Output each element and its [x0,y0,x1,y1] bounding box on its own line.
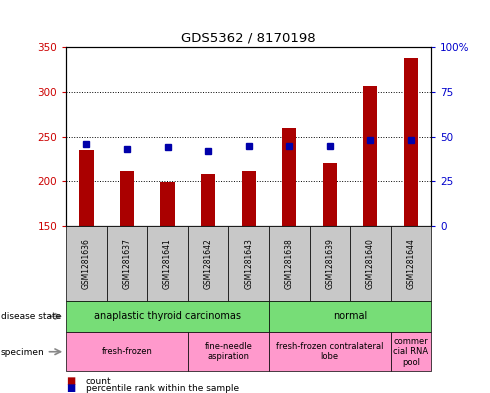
Text: GSM1281637: GSM1281637 [122,238,131,289]
Text: normal: normal [333,311,367,321]
Bar [282,128,296,226]
Text: GSM1281641: GSM1281641 [163,238,172,289]
Bar [363,86,377,226]
Bar [188,332,269,371]
Text: fresh-frozen contralateral
lobe: fresh-frozen contralateral lobe [276,342,384,362]
Text: fresh-frozen: fresh-frozen [101,347,152,356]
Title: GDS5362 / 8170198: GDS5362 / 8170198 [181,31,316,44]
Bar [66,226,107,301]
Bar [201,174,215,226]
Bar [160,182,174,226]
Text: commer
cial RNA
pool: commer cial RNA pool [393,337,428,367]
Text: percentile rank within the sample: percentile rank within the sample [86,384,239,393]
Bar [404,58,418,226]
Text: GSM1281638: GSM1281638 [285,238,294,289]
Text: GSM1281640: GSM1281640 [366,238,375,289]
Text: anaplastic thyroid carcinomas: anaplastic thyroid carcinomas [94,311,241,321]
Bar [391,332,431,371]
Bar [242,171,256,226]
Text: disease state: disease state [1,312,61,321]
Text: GSM1281643: GSM1281643 [244,238,253,289]
Bar [269,226,310,301]
Bar [350,226,391,301]
Text: GSM1281644: GSM1281644 [406,238,416,289]
Bar [310,226,350,301]
Bar [188,226,228,301]
Bar [228,226,269,301]
Text: GSM1281639: GSM1281639 [325,238,334,289]
Text: specimen: specimen [1,348,45,356]
Bar [323,163,337,226]
Bar [120,171,134,226]
Text: ■: ■ [66,383,75,393]
Bar [269,301,431,332]
Text: fine-needle
aspiration: fine-needle aspiration [204,342,252,362]
Bar [107,226,147,301]
Bar [66,301,269,332]
Bar [66,332,188,371]
Text: GSM1281636: GSM1281636 [82,238,91,289]
Text: GSM1281642: GSM1281642 [204,238,213,289]
Bar [391,226,431,301]
Bar [79,150,94,226]
Bar [269,332,391,371]
Text: count: count [86,377,111,386]
Text: ■: ■ [66,376,75,386]
Bar [147,226,188,301]
